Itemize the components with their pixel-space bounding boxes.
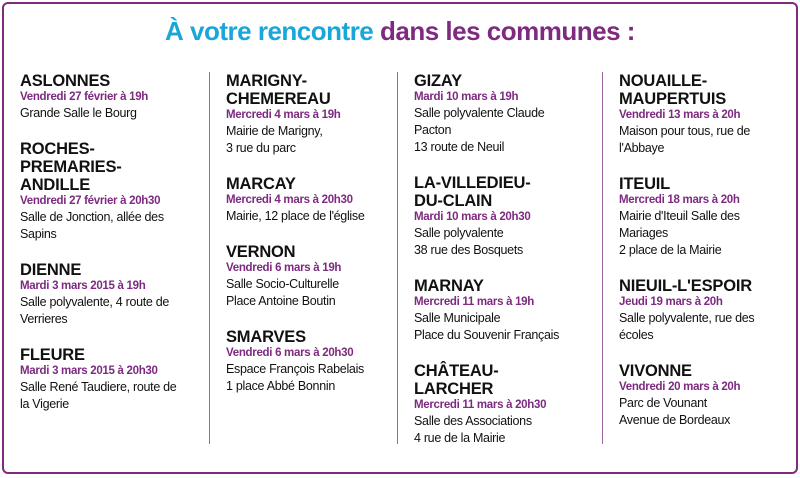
address-line: Salle Socio-Culturelle <box>226 277 339 291</box>
event-date: Mardi 10 mars à 20h30 <box>414 211 531 223</box>
address-line: Pacton <box>414 123 452 137</box>
event-date: Vendredi 27 février à 20h30 <box>20 195 161 207</box>
address-line: Maison pour tous, rue de <box>619 124 751 138</box>
commune-name: ITEUIL <box>619 175 671 193</box>
commune-name: NIEUIL-L'ESPOIR <box>619 277 752 295</box>
event-entry: VIVONNE Vendredi 20 mars à 20h Parc de Vou… <box>619 362 790 429</box>
address-line: Avenue de Bordeaux <box>619 413 731 427</box>
address-line: 13 route de Neuil <box>414 140 505 154</box>
event-entry: MARCAY Mercredi 4 mars à 20h30 Mairie, 12 … <box>226 175 391 225</box>
commune-name: ANDILLE <box>20 176 91 194</box>
event-entry: LA-VILLEDIEU- DU-CLAIN Mardi 10 mars à 20h… <box>414 174 596 259</box>
event-date: Vendredi 20 mars à 20h <box>619 381 741 393</box>
address-line: Mairie de Marigny, <box>226 124 323 138</box>
address-line: Salle René Taudiere, route de <box>20 380 177 394</box>
commune-name: DIENNE <box>20 261 82 279</box>
address-line: Place Antoine Boutin <box>226 294 336 308</box>
event-date: Mardi 3 mars 2015 à 20h30 <box>20 365 158 377</box>
event-entry: ROCHES- PREMARIES- ANDILLE Vendredi 27 févr… <box>20 140 203 243</box>
commune-name: MAUPERTUIS <box>619 90 727 108</box>
event-entry: GIZAY Mardi 10 mars à 19h Salle polyvalent… <box>414 72 596 156</box>
address-line: Espace François Rabelais <box>226 362 365 376</box>
event-entry: NIEUIL-L'ESPOIR Jeudi 19 mars à 20h Salle … <box>619 277 790 344</box>
address-line: écoles <box>619 328 654 342</box>
column: MARIGNY- CHEMEREAU Mercredi 4 mars à 19h Ma… <box>209 72 397 444</box>
event-entry: ITEUIL Mercredi 18 mars à 20h Mairie d'Ite… <box>619 175 790 259</box>
commune-name: VERNON <box>226 243 296 261</box>
event-date: Mercredi 11 mars à 20h30 <box>414 399 547 411</box>
event-entry: NOUAILLE- MAUPERTUIS Vendredi 13 mars à 20… <box>619 72 790 157</box>
column: ASLONNES Vendredi 27 février à 19h Grande … <box>4 72 209 444</box>
event-date: Mercredi 4 mars à 20h30 <box>226 194 353 206</box>
event-entry: DIENNE Mardi 3 mars 2015 à 19h Salle polyv… <box>20 261 203 328</box>
address-line: Salle polyvalente Claude <box>414 106 545 120</box>
address-line: 4 rue de la Mairie <box>414 431 506 445</box>
event-date: Mercredi 4 mars à 19h <box>226 109 341 121</box>
event-date: Vendredi 13 mars à 20h <box>619 109 741 121</box>
address-line: Sapins <box>20 227 57 241</box>
address-line: Salle de Jonction, allée des <box>20 210 164 224</box>
address-line: Place du Souvenir Français <box>414 328 560 342</box>
commune-name: MARCAY <box>226 175 296 193</box>
event-entry: VERNON Vendredi 6 mars à 19h Salle Socio-C… <box>226 243 391 310</box>
event-entry: ASLONNES Vendredi 27 février à 19h Grande … <box>20 72 203 122</box>
address-line: Salle polyvalente, 4 route de <box>20 295 170 309</box>
event-entry: FLEURE Mardi 3 mars 2015 à 20h30 Salle Ren… <box>20 346 203 413</box>
event-date: Vendredi 6 mars à 19h <box>226 262 342 274</box>
column: GIZAY Mardi 10 mars à 19h Salle polyvalent… <box>397 72 602 447</box>
commune-name: ROCHES- <box>20 140 95 158</box>
event-date: Mardi 3 mars 2015 à 19h <box>20 280 146 292</box>
commune-name: CHÂTEAU- <box>414 362 499 380</box>
address-line: 2 place de la Mairie <box>619 243 722 257</box>
address-line: Verrieres <box>20 312 68 326</box>
commune-name: VIVONNE <box>619 362 692 380</box>
title: À votre rencontre dans les communes : <box>4 16 796 47</box>
address-line: Salle Municipale <box>414 311 501 325</box>
event-entry: MARIGNY- CHEMEREAU Mercredi 4 mars à 19h Ma… <box>226 72 391 157</box>
event-entry: MARNAY Mercredi 11 mars à 19h Salle Munici… <box>414 277 596 344</box>
address-line: Parc de Vounant <box>619 396 707 410</box>
commune-name: NOUAILLE- <box>619 72 708 90</box>
event-date: Vendredi 6 mars à 20h30 <box>226 347 354 359</box>
address-line: 3 rue du parc <box>226 141 296 155</box>
commune-name: CHEMEREAU <box>226 90 331 108</box>
address-line: Salle des Associations <box>414 414 532 428</box>
event-date: Vendredi 27 février à 19h <box>20 91 149 103</box>
address-line: Mairie d'Iteuil Salle des <box>619 209 740 223</box>
address-line: Salle polyvalente <box>414 226 504 240</box>
commune-name: LA-VILLEDIEU- <box>414 174 531 192</box>
commune-name: PREMARIES- <box>20 158 122 176</box>
title-rest: dans les communes : <box>380 16 635 46</box>
commune-name: MARIGNY- <box>226 72 307 90</box>
address-line: Salle polyvalente, rue des <box>619 311 755 325</box>
address-line: 1 place Abbé Bonnin <box>226 379 335 393</box>
address-line: l'Abbaye <box>619 141 665 155</box>
address-line: Mariages <box>619 226 669 240</box>
commune-name: SMARVES <box>226 328 306 346</box>
commune-name: MARNAY <box>414 277 484 295</box>
commune-name: GIZAY <box>414 72 462 90</box>
commune-name: DU-CLAIN <box>414 192 493 210</box>
event-date: Mercredi 11 mars à 19h <box>414 296 534 308</box>
event-date: Jeudi 19 mars à 20h <box>619 296 723 308</box>
address-line: 38 rue des Bosquets <box>414 243 523 257</box>
commune-name: ASLONNES <box>20 72 111 90</box>
event-entry: CHÂTEAU- LARCHER Mercredi 11 mars à 20h30 S… <box>414 362 596 447</box>
event-date: Mercredi 18 mars à 20h <box>619 194 740 206</box>
address-line: Grande Salle le Bourg <box>20 106 137 120</box>
event-date: Mardi 10 mars à 19h <box>414 91 519 103</box>
commune-name: FLEURE <box>20 346 85 364</box>
title-highlight: À votre rencontre <box>165 16 374 46</box>
column: NOUAILLE- MAUPERTUIS Vendredi 13 mars à 20… <box>602 72 796 444</box>
commune-name: LARCHER <box>414 380 494 398</box>
columns: ASLONNES Vendredi 27 février à 19h Grande … <box>4 72 796 447</box>
address-line: Mairie, 12 place de l'église <box>226 209 365 223</box>
address-line: la Vigerie <box>20 397 69 411</box>
event-entry: SMARVES Vendredi 6 mars à 20h30 Espace Fra… <box>226 328 391 395</box>
